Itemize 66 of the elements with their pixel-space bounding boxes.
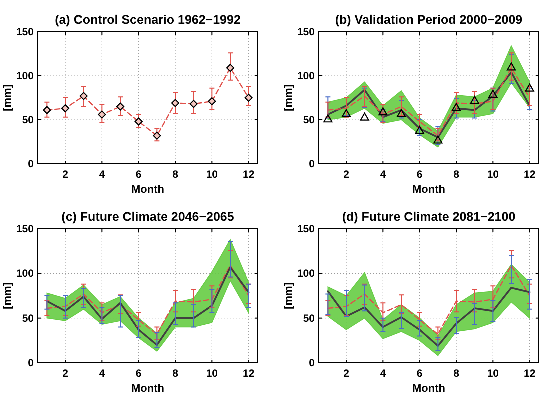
point bbox=[324, 114, 333, 123]
y-axis-title: [mm] bbox=[2, 84, 14, 112]
point bbox=[415, 126, 424, 134]
y-axis-title: [mm] bbox=[2, 282, 14, 310]
point bbox=[434, 136, 443, 144]
point bbox=[470, 96, 480, 104]
chart-title: (a) Control Scenario 1962−1992 bbox=[55, 13, 241, 27]
y-tick-label: 150 bbox=[16, 26, 34, 38]
x-axis-title: Month bbox=[412, 383, 446, 395]
chart-title: (b) Validation Period 2000−2009 bbox=[335, 13, 523, 27]
x-tick-label: 12 bbox=[524, 368, 536, 380]
x-tick-label: 10 bbox=[487, 368, 500, 380]
y-tick-label: 0 bbox=[28, 358, 34, 370]
y-axis-title: [mm] bbox=[283, 282, 295, 310]
y-tick-label: 150 bbox=[16, 224, 34, 236]
x-tick-label: 12 bbox=[524, 169, 536, 181]
line-series bbox=[327, 287, 531, 347]
chart-title: (c) Future Climate 2046−2065 bbox=[62, 210, 234, 224]
x-axis-title: Month bbox=[132, 184, 165, 196]
x-tick-label: 4 bbox=[380, 368, 386, 380]
y-tick-label: 150 bbox=[297, 26, 316, 38]
point bbox=[378, 108, 388, 116]
point bbox=[488, 90, 498, 98]
x-tick-label: 10 bbox=[206, 368, 218, 380]
x-tick-label: 8 bbox=[454, 169, 460, 181]
x-tick-label: 8 bbox=[172, 169, 179, 181]
y-tick-label: 150 bbox=[297, 224, 316, 236]
y-tick-label: 100 bbox=[16, 70, 34, 82]
point bbox=[360, 112, 370, 121]
y-axis-title: [mm] bbox=[283, 84, 295, 112]
x-tick-label: 4 bbox=[99, 368, 106, 380]
y-tick-label: 0 bbox=[28, 158, 34, 170]
x-tick-label: 2 bbox=[62, 368, 69, 380]
x-tick-label: 4 bbox=[99, 169, 106, 181]
x-tick-label: 8 bbox=[172, 368, 179, 380]
x-tick-label: 12 bbox=[242, 169, 255, 181]
x-tick-label: 2 bbox=[62, 169, 69, 181]
chart-title: (d) Future Climate 2081−2100 bbox=[342, 210, 516, 224]
y-tick-label: 100 bbox=[16, 268, 34, 280]
y-tick-label: 50 bbox=[22, 312, 34, 325]
y-tick-label: 0 bbox=[309, 158, 316, 170]
x-tick-label: 4 bbox=[380, 169, 386, 181]
y-tick-label: 50 bbox=[303, 114, 316, 126]
x-axis-title: Month bbox=[412, 184, 446, 196]
y-tick-label: 50 bbox=[22, 114, 34, 126]
x-tick-label: 12 bbox=[242, 368, 255, 380]
x-tick-label: 10 bbox=[487, 169, 500, 181]
point bbox=[396, 109, 406, 118]
point bbox=[525, 84, 534, 92]
x-tick-label: 2 bbox=[344, 368, 350, 380]
x-tick-label: 6 bbox=[136, 169, 142, 181]
x-axis-title: Month bbox=[132, 383, 165, 395]
y-tick-label: 100 bbox=[297, 70, 316, 82]
point bbox=[342, 109, 352, 118]
x-tick-label: 10 bbox=[206, 169, 218, 181]
x-tick-label: 6 bbox=[136, 368, 142, 380]
x-tick-label: 2 bbox=[344, 169, 350, 181]
y-tick-label: 100 bbox=[297, 268, 316, 280]
point bbox=[452, 103, 462, 112]
x-tick-label: 6 bbox=[416, 368, 423, 380]
y-tick-label: 0 bbox=[309, 358, 316, 370]
line-series bbox=[46, 266, 250, 346]
y-tick-label: 50 bbox=[303, 312, 316, 325]
x-tick-label: 6 bbox=[416, 169, 423, 181]
point bbox=[506, 62, 516, 71]
x-tick-label: 8 bbox=[454, 368, 460, 380]
